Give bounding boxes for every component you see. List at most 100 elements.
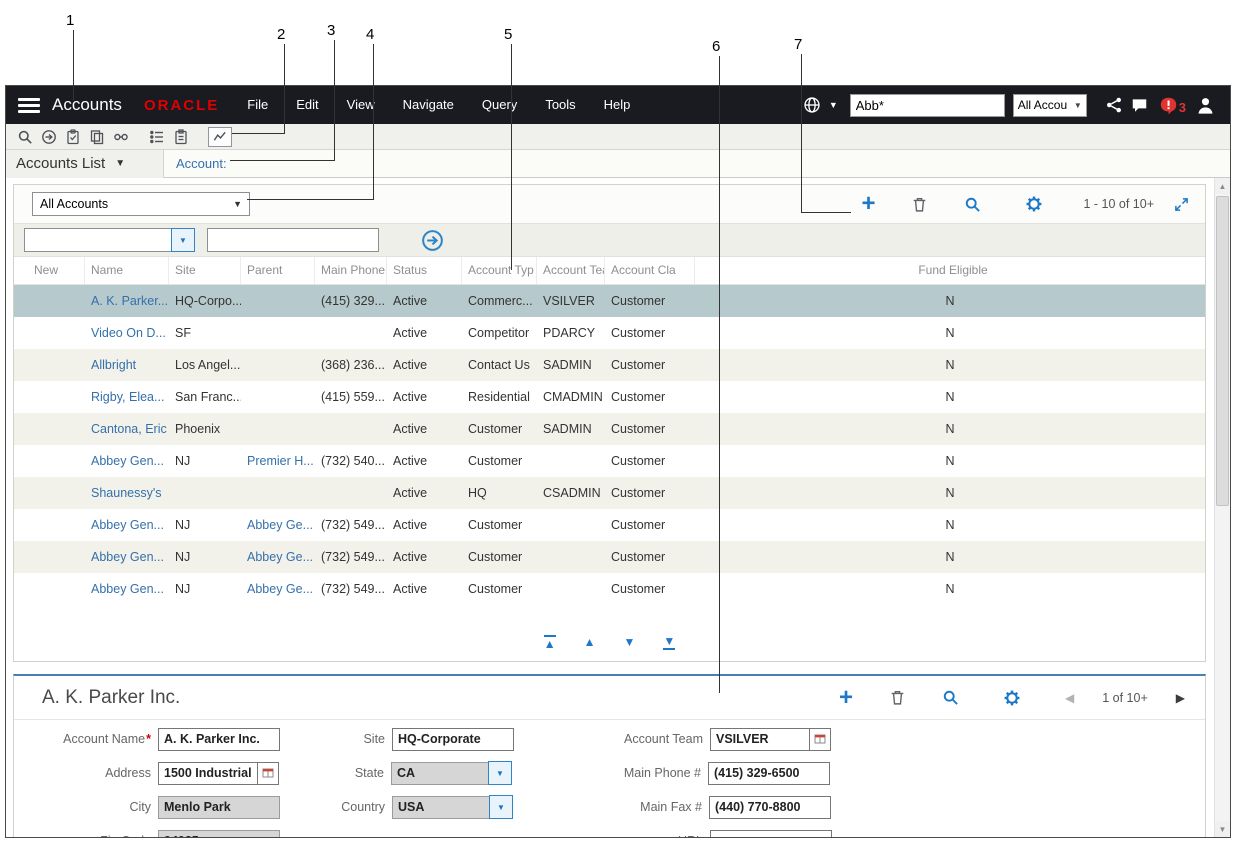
- settings-gear-icon[interactable]: [1003, 689, 1021, 707]
- menu-navigate[interactable]: Navigate: [402, 97, 454, 112]
- settings-gear-icon[interactable]: [1025, 195, 1043, 213]
- cell-name[interactable]: Cantona, Eric: [91, 422, 167, 436]
- query-field-select-input[interactable]: [24, 228, 172, 252]
- first-record-button[interactable]: ▲: [543, 634, 556, 651]
- table-row[interactable]: Abbey Gen... NJ Abbey Ge... (732) 549... Act…: [14, 509, 1205, 541]
- column-header-parent[interactable]: Parent: [241, 257, 315, 284]
- column-header-status[interactable]: Status: [387, 257, 462, 284]
- chart-icon[interactable]: [208, 126, 232, 147]
- delete-record-button[interactable]: [889, 689, 906, 706]
- state-input[interactable]: [391, 761, 489, 785]
- cell-parent[interactable]: Abbey Ge...: [247, 582, 314, 596]
- column-header-fund-eligible[interactable]: Fund Eligible: [918, 263, 988, 277]
- delete-record-button[interactable]: [911, 196, 928, 213]
- url-input[interactable]: [710, 829, 832, 837]
- cell-parent[interactable]: Premier H...: [247, 454, 314, 468]
- address-pick-button[interactable]: [257, 761, 279, 785]
- next-record-button[interactable]: ▶: [1175, 690, 1185, 705]
- cell-name[interactable]: Abbey Gen...: [91, 582, 164, 596]
- table-row[interactable]: Cantona, Eric Phoenix Active Customer SADMIN…: [14, 413, 1205, 445]
- cell-parent[interactable]: Abbey Ge...: [247, 518, 314, 532]
- cell-fund: N: [945, 518, 955, 532]
- cell-name[interactable]: Abbey Gen...: [91, 454, 164, 468]
- table-row[interactable]: Abbey Gen... NJ Abbey Ge... (732) 549... Act…: [14, 541, 1205, 573]
- visibility-filter-select[interactable]: All Accounts ▼: [32, 192, 250, 216]
- menu-query[interactable]: Query: [481, 97, 518, 112]
- visibility-dropdown[interactable]: Accounts List ▼: [6, 149, 164, 178]
- clipboard-icon[interactable]: [170, 127, 192, 147]
- column-header-main-phone[interactable]: Main Phone: [315, 257, 387, 284]
- table-row[interactable]: Shaunessy's Active HQ CSADMIN Customer N: [14, 477, 1205, 509]
- cell-parent[interactable]: Abbey Ge...: [247, 550, 314, 564]
- scrollbar-thumb[interactable]: [1216, 196, 1229, 506]
- account-team-input[interactable]: [710, 727, 810, 751]
- link-icon[interactable]: [110, 127, 132, 147]
- expand-applet-icon[interactable]: [1174, 197, 1189, 212]
- cell-name[interactable]: Video On D...: [91, 326, 166, 340]
- next-set-button[interactable]: ▼: [623, 635, 636, 649]
- country-dropdown-button[interactable]: ▼: [489, 795, 513, 819]
- site-input[interactable]: [392, 727, 514, 751]
- cell-name[interactable]: Abbey Gen...: [91, 518, 164, 532]
- scroll-down-button[interactable]: ▼: [1215, 821, 1230, 837]
- execute-query-icon[interactable]: [38, 127, 60, 147]
- table-row[interactable]: Abbey Gen... NJ Abbey Ge... (732) 549... Act…: [14, 573, 1205, 605]
- query-field-dropdown-button[interactable]: ▼: [171, 228, 195, 252]
- account-team-pick-button[interactable]: [809, 727, 831, 751]
- callout-3-label: 3: [327, 22, 336, 39]
- table-row[interactable]: Abbey Gen... NJ Premier H... (732) 540... Ac…: [14, 445, 1205, 477]
- copy-icon[interactable]: [86, 127, 108, 147]
- field-label-city: City: [129, 800, 151, 814]
- scroll-up-button[interactable]: ▲: [1215, 178, 1230, 194]
- query-value-input[interactable]: [207, 228, 379, 252]
- account-name-input[interactable]: [158, 727, 280, 751]
- table-row[interactable]: Video On D... SF Active Competitor PDARCY Cus…: [14, 317, 1205, 349]
- cell-name[interactable]: Abbey Gen...: [91, 550, 164, 564]
- previous-set-button[interactable]: ▲: [583, 635, 596, 649]
- new-record-button[interactable]: +: [838, 683, 853, 711]
- hamburger-menu-icon[interactable]: [18, 97, 40, 113]
- table-row[interactable]: Rigby, Elea... San Franc... (415) 559... Ac…: [14, 381, 1205, 413]
- previous-record-button[interactable]: ◀: [1065, 690, 1075, 705]
- list-view-icon[interactable]: [146, 127, 168, 147]
- query-search-icon[interactable]: [14, 127, 36, 147]
- query-button[interactable]: [942, 689, 959, 706]
- column-header-new[interactable]: New: [14, 257, 85, 284]
- table-row[interactable]: Allbright Los Angel... (368) 236... Active C…: [14, 349, 1205, 381]
- column-header-name[interactable]: Name: [85, 257, 169, 284]
- state-dropdown-button[interactable]: ▼: [488, 761, 512, 785]
- chat-icon[interactable]: [1127, 93, 1153, 117]
- column-header-account-typ[interactable]: Account Typ: [462, 257, 537, 284]
- menu-file[interactable]: File: [247, 97, 269, 112]
- go-button[interactable]: [421, 229, 444, 252]
- cell-name[interactable]: Rigby, Elea...: [91, 390, 165, 404]
- share-icon[interactable]: [1101, 93, 1127, 117]
- table-row[interactable]: A. K. Parker... HQ-Corpo... (415) 329... Ac…: [14, 285, 1205, 317]
- cell-name[interactable]: Allbright: [91, 358, 137, 372]
- main-fax-input[interactable]: [709, 795, 831, 819]
- vertical-scrollbar[interactable]: ▲ ▼: [1214, 178, 1230, 837]
- cell-name[interactable]: Shaunessy's: [91, 486, 162, 500]
- column-header-account-tea[interactable]: Account Tea: [537, 257, 605, 284]
- country-input[interactable]: [392, 795, 490, 819]
- menu-tools[interactable]: Tools: [545, 97, 576, 112]
- menu-view[interactable]: View: [346, 97, 375, 112]
- search-input[interactable]: [849, 93, 1005, 117]
- breadcrumb-account-link[interactable]: Account:: [176, 156, 227, 171]
- main-phone-input[interactable]: [708, 761, 830, 785]
- column-header-account-cla[interactable]: Account Cla: [605, 257, 695, 284]
- new-record-button[interactable]: +: [861, 190, 876, 217]
- banner-menu-caret-icon[interactable]: ▼: [828, 100, 838, 110]
- menu-help[interactable]: Help: [603, 97, 631, 112]
- cell-name[interactable]: A. K. Parker...: [91, 294, 169, 308]
- column-header-site[interactable]: Site: [169, 257, 241, 284]
- check-spelling-icon[interactable]: [62, 127, 84, 147]
- address-input[interactable]: [158, 761, 258, 785]
- last-record-button[interactable]: ▼: [663, 633, 676, 650]
- menu-edit[interactable]: Edit: [296, 97, 319, 112]
- search-scope-select[interactable]: All Accou ▼: [1012, 93, 1087, 117]
- sitemap-globe-icon[interactable]: [799, 93, 825, 117]
- user-icon[interactable]: [1192, 93, 1218, 117]
- query-button[interactable]: [964, 196, 981, 213]
- notifications-icon[interactable]: 3: [1159, 96, 1186, 115]
